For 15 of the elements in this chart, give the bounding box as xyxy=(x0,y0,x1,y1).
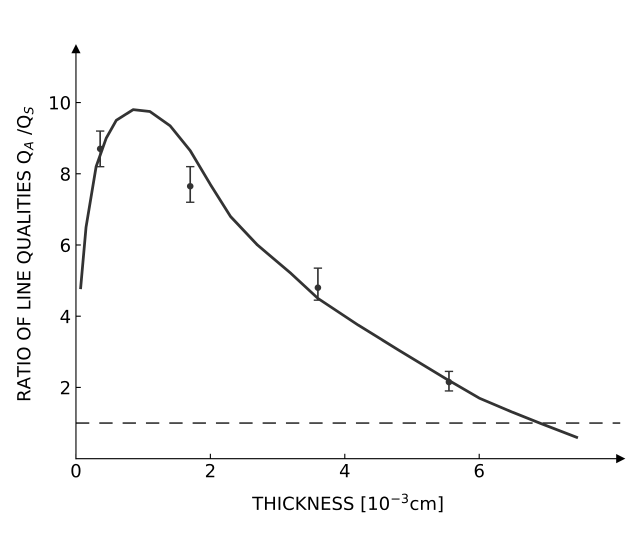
x-axis-title: THICKNESS [10$^{−3}$cm] xyxy=(252,494,442,512)
x-tick-label: 4 xyxy=(340,464,350,478)
point xyxy=(314,284,322,292)
y-tick-label: 6 xyxy=(60,238,70,252)
point xyxy=(446,378,452,386)
y-axis-title: RATIO OF LINE QUALITIES Q$_{A}$ /Q$_{S}$ xyxy=(16,106,34,400)
point xyxy=(186,182,194,190)
x-tick-label: 0 xyxy=(71,464,81,478)
y-tick-label: 10 xyxy=(50,96,70,110)
y-tick-label: 2 xyxy=(60,380,70,394)
x-tick-label: 6 xyxy=(474,464,484,478)
y-tick-label: 8 xyxy=(60,167,70,181)
point xyxy=(96,146,104,152)
y-tick-label: 4 xyxy=(60,310,70,324)
x-tick-label: 2 xyxy=(206,464,214,478)
